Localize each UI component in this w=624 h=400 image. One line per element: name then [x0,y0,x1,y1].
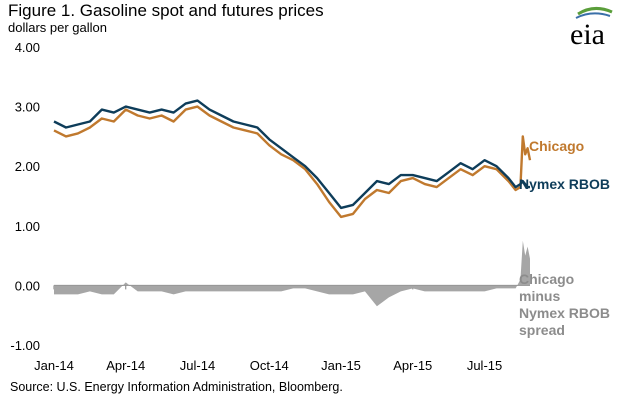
x-tick-label: Jan-15 [321,358,361,373]
plot-series [53,99,532,307]
y-tick-label: 1.00 [15,219,40,234]
nymex-rbob-line [53,99,530,210]
x-tick-label: Oct-14 [250,358,289,373]
y-tick-label: 2.00 [15,159,40,174]
y-tick-label: 4.00 [15,40,40,55]
spread-label-line: Chicago [519,271,574,287]
nymex-rbob-label: Nymex RBOB [519,176,610,192]
x-tick-label: Apr-15 [393,358,432,373]
spread-label-line: spread [519,322,565,338]
x-axis-ticks: Jan-14 Apr-14 Jul-14 Oct-14 Jan-15 Apr-15 Jul-… [34,285,502,373]
y-axis-ticks: 4.00 3.00 2.00 1.00 0.00 -1.00 [10,40,40,353]
y-tick-label: -1.00 [10,338,40,353]
logo-swoosh-blue [575,12,611,19]
figure-title: Figure 1. Gasoline spot and futures pric… [8,1,324,20]
y-tick-label: 3.00 [15,100,40,115]
logo-text: eia [570,18,605,48]
logo-swoosh-green [577,7,613,16]
x-tick-label: Jul-15 [467,358,502,373]
spread-label-line: minus [519,288,560,304]
y-tick-label: 0.00 [15,278,40,293]
source-note: Source: U.S. Energy Information Administ… [10,380,343,394]
spread-area [54,240,530,307]
x-tick-label: Jul-14 [180,358,215,373]
eia-logo: eia [570,7,613,48]
chicago-line [53,105,532,219]
spread-label-line: Nymex RBOB [519,305,610,321]
figure-subtitle: dollars per gallon [8,20,108,35]
x-tick-label: Jan-14 [34,358,74,373]
x-tick-label: Apr-14 [106,358,145,373]
chicago-label: Chicago [529,138,584,154]
